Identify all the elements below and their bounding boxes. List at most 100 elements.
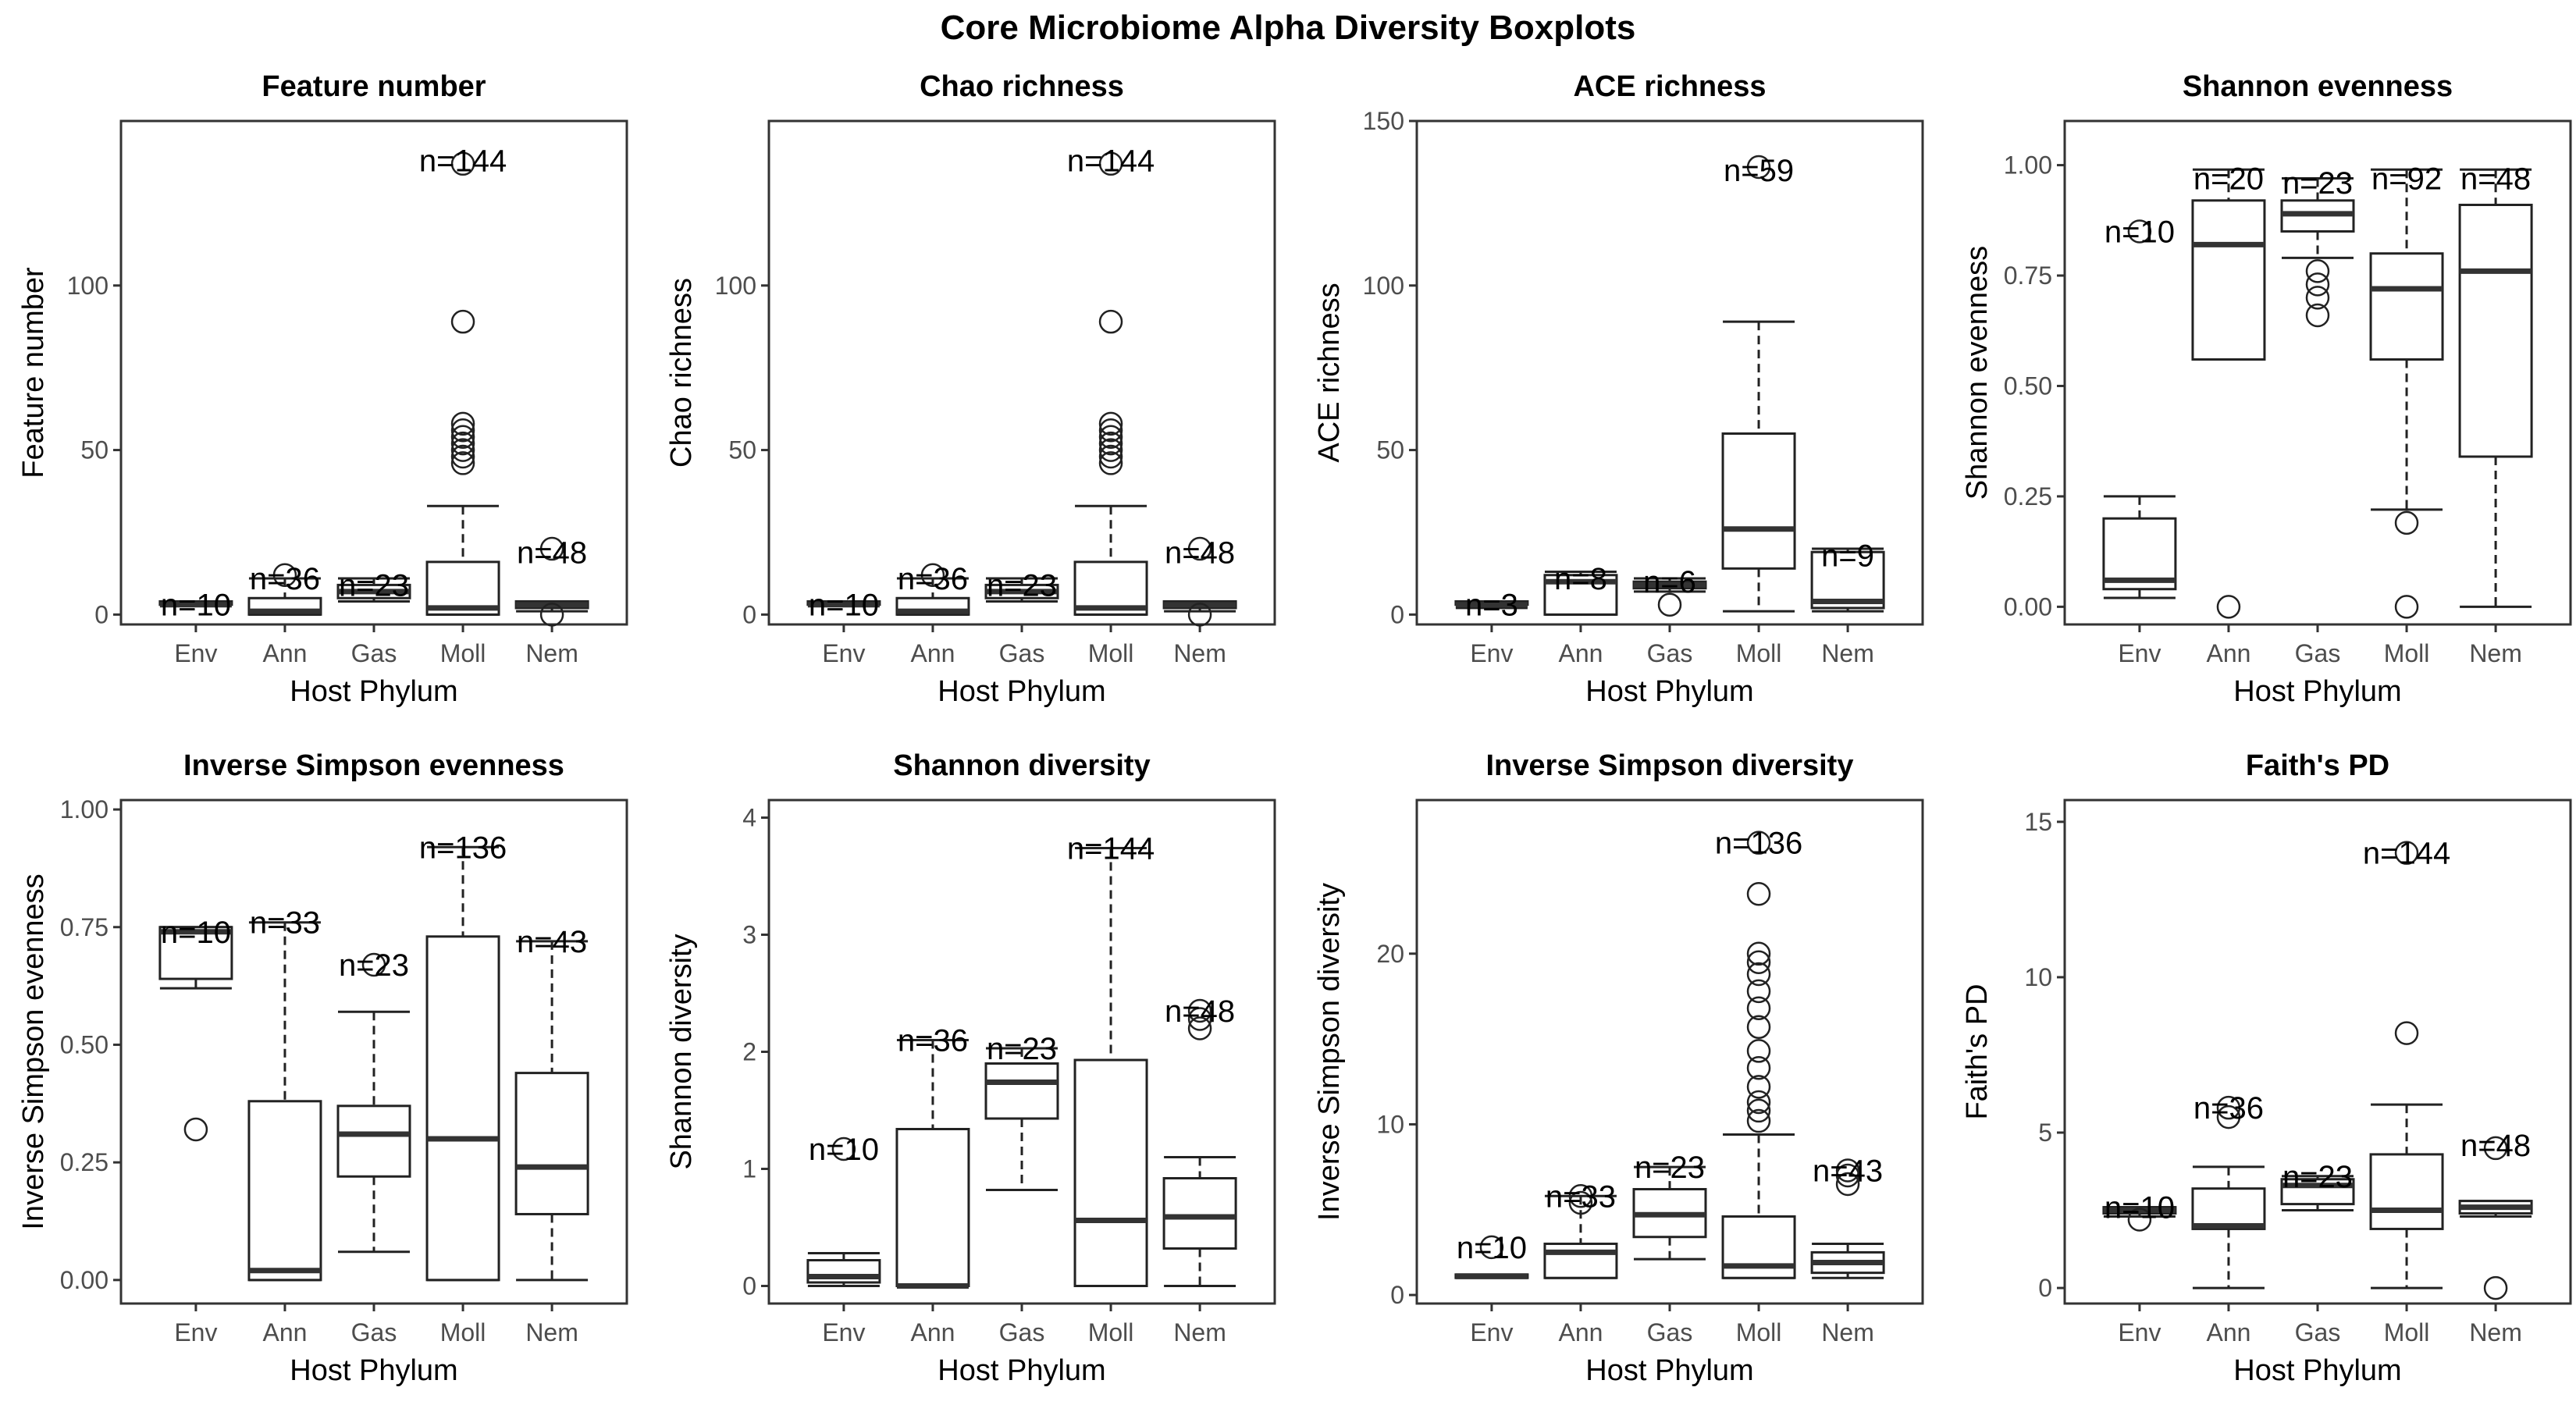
- outlier-point: [1098, 425, 1123, 449]
- outlier-point: [1746, 979, 1771, 1004]
- x-tick-label-nem: Nem: [2469, 1318, 2522, 1346]
- iqr-box: [1162, 1177, 1237, 1250]
- x-tick-label-env: Env: [822, 639, 865, 667]
- box-env: n=10: [158, 589, 233, 623]
- x-tick-label-moll: Moll: [1736, 1318, 1782, 1346]
- plot-frame: [119, 799, 628, 1305]
- box-gas: n=23: [2280, 166, 2355, 328]
- outlier-point: [2305, 259, 2330, 283]
- sample-count-label: n=10: [809, 589, 879, 623]
- outlier-point: [1479, 1235, 1504, 1260]
- outlier-point: [1568, 1184, 1593, 1208]
- x-axis-label: Host Phylum: [1585, 675, 1753, 708]
- x-tick-label-moll: Moll: [2384, 1318, 2430, 1346]
- outlier-point: [450, 431, 475, 456]
- y-axis-label: ACE richness: [1313, 283, 1346, 462]
- sample-count-label: n=36: [2194, 1091, 2264, 1126]
- box-nem: n=48: [2458, 1129, 2533, 1300]
- x-tick-label-moll: Moll: [1088, 1318, 1134, 1346]
- iqr-box: [2458, 204, 2533, 458]
- outlier-point: [2305, 272, 2330, 297]
- y-tick-label: 0.25: [60, 1148, 109, 1176]
- sample-count-label: n=48: [1165, 994, 1235, 1029]
- outlier-point: [1746, 950, 1771, 974]
- x-tick-label-nem: Nem: [1173, 639, 1226, 667]
- outlier-point: [1098, 444, 1123, 469]
- y-tick-label: 1.00: [2004, 151, 2052, 180]
- sample-count-label: n=36: [250, 562, 320, 596]
- sample-count-label: n=23: [2282, 166, 2353, 201]
- sample-count-label: n=59: [1724, 154, 1794, 188]
- outlier-point: [2305, 303, 2330, 328]
- sample-count-label: n=33: [1546, 1179, 1616, 1214]
- outlier-point: [1746, 1056, 1771, 1080]
- box-nem: n=9: [1810, 539, 1885, 613]
- outlier-point: [1746, 1098, 1771, 1123]
- sample-count-label: n=10: [1457, 1231, 1527, 1265]
- iqr-box: [425, 935, 500, 1282]
- x-tick-label-env: Env: [822, 1318, 865, 1346]
- x-tick-label-ann: Ann: [910, 1318, 955, 1346]
- panel-inverse-simpson-evenness: Inverse Simpson evenness 0.00 0.25 0.50 0.75…: [17, 749, 628, 1387]
- outlier-point: [450, 451, 475, 475]
- outlier-point: [1098, 418, 1123, 443]
- y-tick-label: 50: [80, 436, 109, 464]
- x-tick-label-env: Env: [174, 1318, 217, 1346]
- outlier-point: [183, 1117, 208, 1142]
- sample-count-label: n=23: [1635, 1151, 1705, 1185]
- box-moll: n=144: [1067, 144, 1155, 616]
- outlier-point: [831, 1136, 856, 1161]
- y-tick-label: 10: [1376, 1110, 1404, 1138]
- y-tick-label: 1: [742, 1155, 756, 1183]
- y-axis-label: Inverse Simpson diversity: [1313, 883, 1346, 1221]
- sample-count-label: n=10: [161, 916, 231, 950]
- outlier-point: [1098, 438, 1123, 462]
- box-moll: n=92: [2369, 162, 2444, 619]
- y-tick-label: 0.00: [60, 1266, 109, 1294]
- sample-count-label: n=10: [2105, 1191, 2175, 1225]
- outlier-point: [2394, 1021, 2419, 1045]
- outlier-point: [1187, 998, 1212, 1023]
- sample-count-label: n=10: [2105, 215, 2175, 249]
- outlier-point: [1098, 309, 1123, 334]
- y-tick-label: 4: [742, 804, 756, 832]
- panel-title: Inverse Simpson evenness: [183, 749, 564, 782]
- outlier-point: [2483, 1136, 2508, 1161]
- iqr-box: [158, 926, 233, 980]
- y-tick-label: 100: [67, 272, 109, 300]
- y-tick-label: 0.75: [2004, 261, 2052, 290]
- x-tick-label-gas: Gas: [351, 1318, 397, 1346]
- outlier-point: [539, 536, 564, 561]
- iqr-box: [2369, 252, 2444, 361]
- outlier-point: [1835, 1163, 1860, 1188]
- sample-count-label: n=3: [1465, 589, 1518, 623]
- x-axis-label: Host Phylum: [2233, 1354, 2401, 1387]
- outlier-point: [1746, 941, 1771, 966]
- box-ann: n=33: [1543, 1179, 1618, 1279]
- x-tick-label-nem: Nem: [1821, 639, 1874, 667]
- outlier-point: [1746, 155, 1771, 180]
- box-ann: n=36: [2191, 1091, 2266, 1289]
- x-tick-label-gas: Gas: [999, 1318, 1045, 1346]
- outlier-point: [1746, 1039, 1771, 1063]
- iqr-box: [2369, 1153, 2444, 1230]
- iqr-box: [2191, 1187, 2266, 1230]
- outlier-point: [2216, 1104, 2241, 1129]
- panel-shannon-diversity: Shannon diversity 0 1 2 3 4 Env Ann Gas Moll Nem Ho…: [665, 749, 1276, 1387]
- y-tick-label: 20: [1376, 940, 1404, 968]
- y-tick-label: 0.75: [60, 913, 109, 941]
- x-tick-label-moll: Moll: [1736, 639, 1782, 667]
- sample-count-label: n=144: [1067, 144, 1155, 179]
- box-gas: n=23: [336, 568, 411, 603]
- sample-count-label: n=136: [419, 831, 507, 865]
- outlier-point: [2394, 595, 2419, 619]
- sample-count-label: n=144: [2363, 837, 2450, 871]
- x-tick-label-nem: Nem: [1173, 1318, 1226, 1346]
- box-ann: n=8: [1543, 562, 1618, 616]
- panel-faith-s-pd: Faith's PD 0 5 10 15 Env Ann Gas Moll Nem Host Phy…: [1961, 749, 2572, 1387]
- y-tick-label: 1.00: [60, 795, 109, 823]
- outlier-point: [1098, 151, 1123, 176]
- sample-count-label: n=48: [2460, 1129, 2531, 1163]
